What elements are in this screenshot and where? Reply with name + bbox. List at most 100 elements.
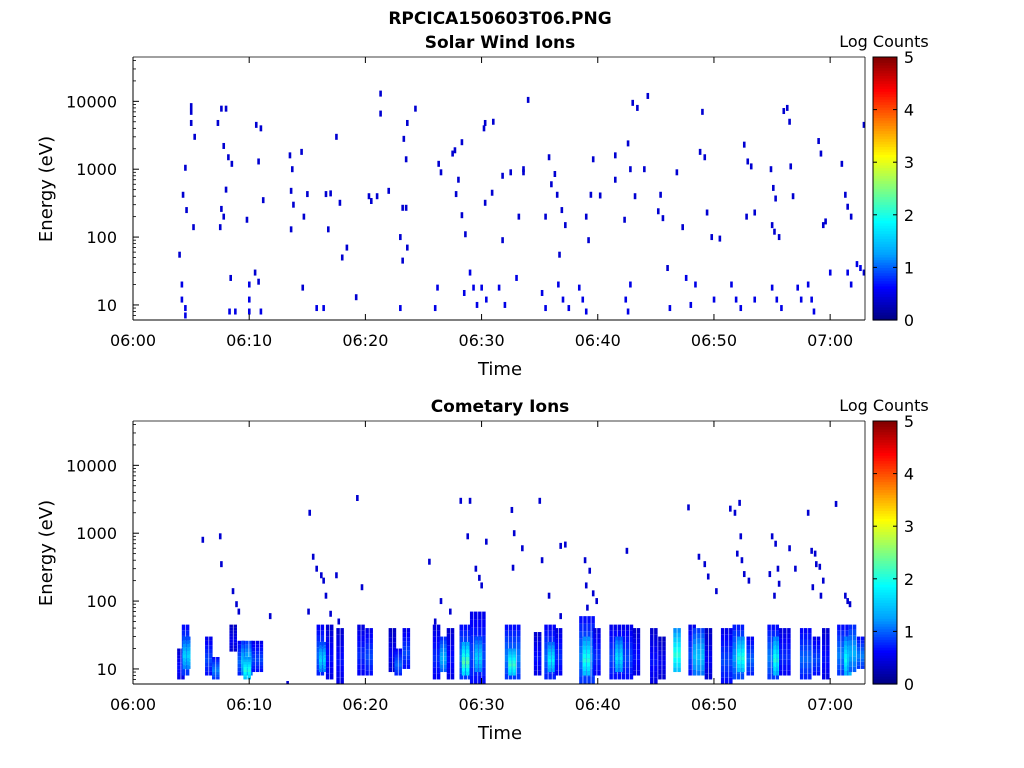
data-cell: [406, 655, 411, 660]
colorbar-segment: [873, 555, 897, 559]
data-cell: [547, 645, 552, 649]
colorbar-segment: [873, 251, 897, 255]
data-cell: [852, 666, 857, 673]
data-cell: [460, 212, 464, 219]
colorbar-tick-label: 3: [904, 517, 914, 536]
colorbar-segment: [873, 193, 897, 197]
data-cell: [237, 667, 242, 672]
data-cell: [619, 652, 623, 657]
data-cell: [816, 658, 821, 663]
data-cell: [806, 281, 810, 288]
data-cell: [286, 681, 289, 684]
data-cell: [615, 664, 619, 669]
data-cell: [439, 169, 443, 176]
data-cell: [732, 661, 737, 668]
data-cell: [848, 601, 852, 608]
colorbar-segment: [873, 673, 897, 677]
data-band: [673, 628, 681, 673]
colorbar-segment: [873, 64, 897, 69]
data-cell: [777, 234, 781, 241]
data-cell: [629, 166, 632, 173]
colorbar-segment: [873, 312, 897, 316]
data-cell: [750, 662, 755, 667]
data-cell: [335, 133, 338, 140]
data-band: [439, 636, 448, 673]
colorbar-segment: [873, 602, 897, 606]
data-cell: [220, 561, 223, 568]
data-cell: [446, 633, 451, 640]
data-cell: [205, 649, 209, 654]
data-cell: [365, 664, 369, 671]
colorbar-segment: [873, 138, 897, 142]
colorbar-segment: [873, 170, 897, 174]
data-cell: [582, 640, 587, 646]
data-cell: [336, 677, 340, 684]
data-cell: [446, 645, 451, 651]
data-cell: [436, 642, 441, 649]
data-cell: [845, 630, 849, 636]
data-cell: [259, 308, 263, 315]
data-cell: [336, 646, 340, 653]
colorbar-segment: [873, 657, 897, 661]
data-cell: [544, 661, 548, 668]
data-cell: [467, 673, 472, 680]
data-cell: [856, 650, 861, 655]
data-cell: [388, 667, 393, 673]
data-cell: [636, 654, 641, 660]
colorbar-segment: [873, 220, 897, 224]
data-cell: [773, 666, 777, 672]
data-cell: [613, 176, 617, 183]
data-cell: [255, 654, 260, 659]
data-cell: [446, 639, 451, 646]
data-cell: [771, 624, 775, 631]
colorbar-segment: [873, 618, 897, 622]
data-cell: [738, 499, 741, 506]
data-cell: [587, 623, 591, 632]
data-cell: [821, 577, 825, 584]
data-cell: [720, 665, 725, 672]
data-cell: [361, 635, 365, 642]
data-cell: [478, 636, 483, 641]
colorbar-segment: [873, 101, 897, 105]
data-cell: [398, 657, 402, 661]
data-cell: [322, 651, 327, 656]
data-cell: [320, 572, 323, 579]
colorbar-segment: [873, 125, 897, 129]
data-cell: [459, 661, 463, 668]
data-cell: [504, 661, 509, 668]
data-cell: [292, 201, 295, 208]
data-cell: [387, 187, 391, 194]
data-cell: [361, 658, 365, 665]
data-cell: [551, 655, 556, 659]
data-cell: [579, 646, 583, 654]
colorbar-segment: [873, 91, 897, 95]
data-cell: [508, 672, 512, 676]
data-cell: [251, 658, 255, 662]
data-cell: [841, 669, 845, 676]
data-cell: [325, 673, 330, 680]
data-cell: [482, 675, 486, 684]
data-cell: [554, 649, 559, 655]
data-cell: [558, 664, 563, 671]
data-cell: [315, 305, 318, 312]
data-cell: [508, 642, 513, 649]
data-cell: [783, 664, 787, 671]
data-cell: [621, 667, 626, 674]
data-cell: [402, 659, 407, 665]
colorbar-segment: [873, 104, 897, 108]
data-cell: [582, 658, 587, 663]
data-cell: [729, 659, 733, 666]
data-cell: [687, 504, 690, 511]
data-cell: [450, 639, 455, 646]
colorbar-segment: [873, 285, 897, 290]
colorbar-segment: [873, 99, 897, 103]
data-cell: [746, 653, 750, 659]
data-cell: [582, 653, 587, 659]
data-cell: [406, 664, 411, 669]
data-cell: [732, 655, 737, 662]
data-cell: [406, 244, 409, 251]
colorbar-segment: [873, 528, 897, 533]
colorbar-segment: [873, 78, 897, 82]
data-cell: [325, 648, 330, 656]
